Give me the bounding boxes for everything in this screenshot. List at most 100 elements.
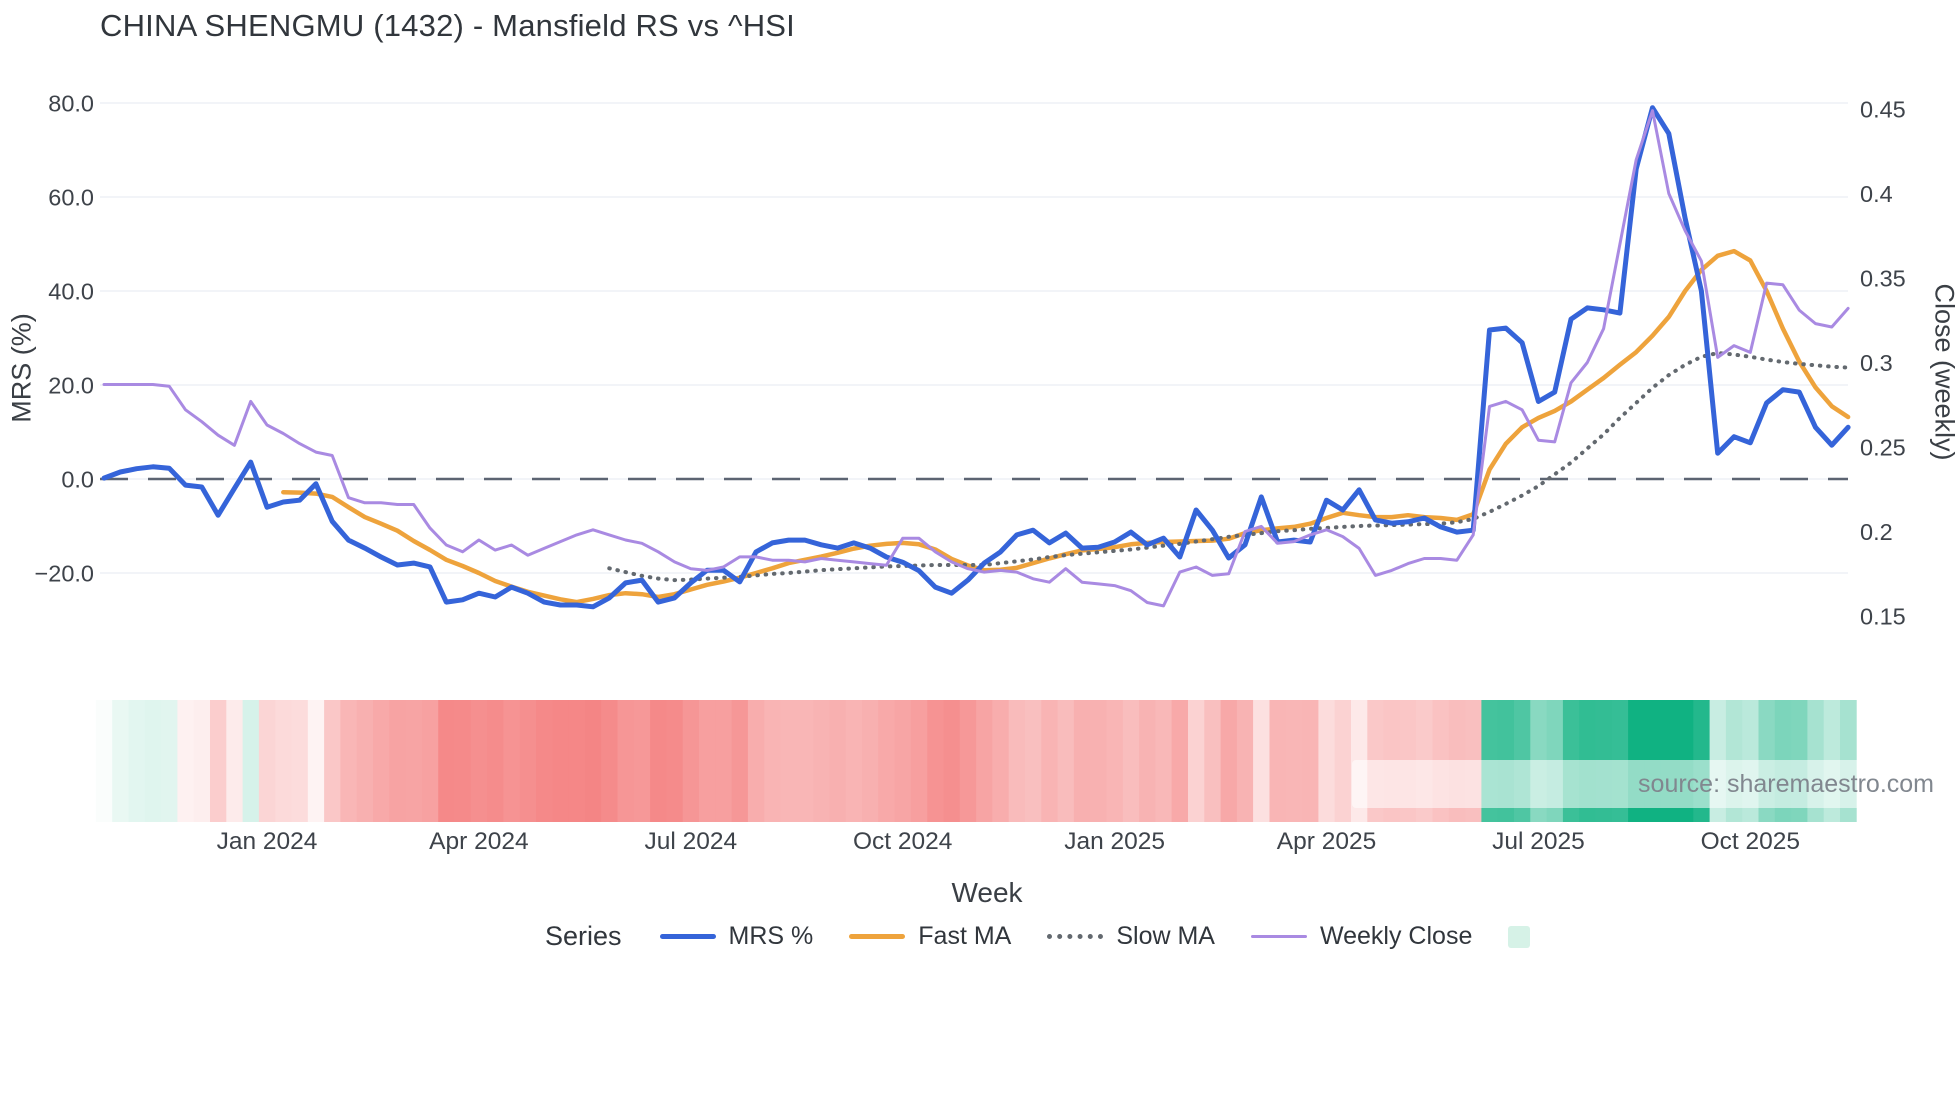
y-right-tick-label: 0.35 — [1860, 266, 1906, 292]
legend-item-mrs[interactable]: MRS % — [659, 922, 814, 951]
heatmap-cell — [976, 700, 993, 822]
heatmap-cell — [340, 700, 358, 822]
slow-ma-line-path — [607, 351, 1851, 583]
heatmap-cell — [1269, 700, 1287, 822]
heatmap-cell — [601, 700, 618, 822]
heatmap-cell — [454, 700, 472, 822]
heatmap-cell — [731, 700, 749, 822]
heatmap-cell — [95, 700, 113, 822]
legend-swatch-slow-ma-icon — [1047, 934, 1104, 939]
heatmap-cell — [373, 700, 390, 822]
source-watermark-text: source: sharemaestro.com — [1638, 769, 1934, 798]
x-tick-label: Apr 2025 — [1277, 828, 1376, 855]
legend-item-slow-ma[interactable]: Slow MA — [1047, 922, 1215, 951]
y-axis-left-title: MRS (%) — [6, 313, 37, 423]
heatmap-cell — [519, 700, 537, 822]
legend-item-weekly-close[interactable]: Weekly Close — [1250, 922, 1472, 951]
heatmap-cell — [1171, 700, 1189, 822]
y-left-tick-label: −20.0 — [35, 561, 94, 587]
heatmap-cell — [242, 700, 260, 822]
heatmap-cell — [421, 700, 439, 822]
heatmap-cell — [796, 700, 814, 822]
heatmap-cell — [1041, 700, 1058, 822]
y-right-tick-label: 0.2 — [1860, 519, 1893, 545]
heatmap-cell — [617, 700, 635, 822]
heatmap-cell — [568, 700, 586, 822]
heatmap-cell — [1090, 700, 1107, 822]
heatmap-cell — [112, 700, 129, 822]
legend-label-mrs: MRS % — [728, 922, 814, 950]
y-left-tick-label: 20.0 — [48, 373, 94, 399]
heatmap-cell — [1188, 700, 1205, 822]
legend-label-fast-ma: Fast MA — [918, 922, 1012, 950]
heatmap-cell — [1122, 700, 1140, 822]
y-left-tick-label: 40.0 — [48, 279, 94, 305]
heatmap-cell — [992, 700, 1010, 822]
heatmap-cell — [389, 700, 406, 822]
x-axis-title: Week — [951, 877, 1023, 908]
heatmap-cell — [1302, 700, 1319, 822]
heatmap-cell — [503, 700, 521, 822]
y-right-tick-label: 0.15 — [1860, 604, 1906, 630]
heatmap-cell — [1285, 700, 1303, 822]
heatmap-cell — [1318, 700, 1336, 822]
heatmap-cell — [959, 700, 977, 822]
heatmap-cell — [177, 700, 195, 822]
heatmap-cell — [894, 700, 912, 822]
legend-label-slow-ma: Slow MA — [1116, 922, 1215, 950]
legend-swatch-mrs-icon — [659, 934, 716, 939]
heatmap-cell — [1057, 700, 1075, 822]
y-left-tick-label: 80.0 — [48, 91, 94, 117]
y-right-tick-label: 0.45 — [1860, 97, 1906, 123]
heatmap-cell — [845, 700, 863, 822]
x-tick-label: Jul 2025 — [1492, 828, 1585, 855]
heatmap-cell — [226, 700, 243, 822]
x-tick-label: Oct 2025 — [1701, 828, 1800, 855]
chart-legend: Series MRS % Fast MA Slow MA Weekly Clos… — [545, 921, 1566, 952]
heatmap-cell — [1008, 700, 1026, 822]
heatmap-cell — [536, 700, 553, 822]
y-left-tick-label: 0.0 — [61, 467, 94, 493]
y-axis-right-title: Close (weekly) — [1929, 283, 1960, 461]
page-title: CHINA SHENGMU (1432) - Mansfield RS vs ^… — [100, 8, 795, 43]
heatmap-cell — [258, 700, 276, 822]
mrs-line-path — [101, 105, 1851, 610]
legend-item-heatmap[interactable] — [1508, 925, 1531, 948]
legend-heading: Series — [545, 921, 622, 951]
heatmap-cell — [1204, 700, 1221, 822]
legend-item-fast-ma[interactable]: Fast MA — [849, 922, 1011, 951]
heatmap-cell — [275, 700, 292, 822]
y-right-tick-label: 0.3 — [1860, 350, 1893, 376]
heatmap-cell — [210, 700, 227, 822]
heatmap-cell — [943, 700, 961, 822]
x-tick-label: Jan 2025 — [1064, 828, 1165, 855]
heatmap-cell — [584, 700, 602, 822]
x-tick-label: Oct 2024 — [853, 828, 952, 855]
heatmap-cell — [1073, 700, 1091, 822]
legend-swatch-weekly-close-icon — [1250, 934, 1307, 939]
heatmap-cell — [1106, 700, 1124, 822]
heatmap-cell — [1334, 700, 1352, 822]
legend-swatch-fast-ma-icon — [849, 934, 906, 939]
heatmap-cell — [764, 700, 781, 822]
heatmap-cell — [1139, 700, 1156, 822]
heatmap-cell — [324, 700, 341, 822]
heatmap-cell — [682, 700, 700, 822]
heatmap-cell — [780, 700, 798, 822]
x-tick-label: Jan 2024 — [217, 828, 318, 855]
heatmap-cell — [1220, 700, 1238, 822]
y-right-tick-label: 0.4 — [1860, 181, 1893, 207]
heatmap-cell — [487, 700, 504, 822]
heatmap-cell — [193, 700, 211, 822]
heatmap-cell — [910, 700, 928, 822]
heatmap-cell — [291, 700, 309, 822]
heatmap-cell — [307, 700, 325, 822]
heatmap-cell — [161, 700, 178, 822]
heatmap-cell — [666, 700, 684, 822]
heatmap-cell — [747, 700, 765, 822]
legend-swatch-heatmap-icon — [1508, 925, 1531, 948]
heatmap-cell — [470, 700, 488, 822]
source-watermark: source: sharemaestro.com — [1352, 760, 1946, 808]
heatmap-cell — [862, 700, 879, 822]
